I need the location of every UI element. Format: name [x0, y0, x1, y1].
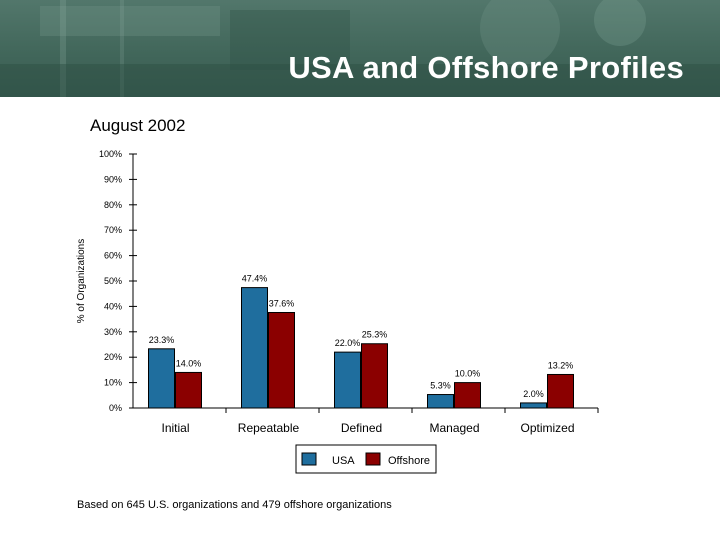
- bar-usa-repeatable: [241, 287, 268, 409]
- x-tick-label: Defined: [341, 421, 382, 435]
- y-tick-label: 0%: [109, 403, 122, 413]
- y-tick-label: 80%: [104, 200, 122, 210]
- x-tick-label: Repeatable: [238, 421, 300, 435]
- bar-offshore-initial: [175, 371, 202, 409]
- data-label: 5.3%: [430, 381, 451, 391]
- y-tick-label: 60%: [104, 251, 122, 261]
- chart-subtitle: August 2002: [90, 116, 186, 135]
- bar-usa-managed: [427, 394, 454, 409]
- legend-label-usa: USA: [332, 455, 355, 467]
- data-label: 13.2%: [548, 360, 574, 370]
- data-label: 22.0%: [335, 338, 361, 348]
- data-label: 2.0%: [523, 389, 544, 399]
- y-tick-label: 70%: [104, 225, 122, 235]
- legend-swatch-usa: [301, 452, 317, 466]
- chart-legend: USA Offshore: [295, 444, 437, 474]
- data-label: 25.3%: [362, 330, 388, 340]
- data-label: 23.3%: [149, 335, 175, 345]
- slide-title: USA and Offshore Profiles: [288, 50, 684, 85]
- x-tick-label: Initial: [161, 421, 189, 435]
- data-label: 47.4%: [242, 274, 268, 284]
- bar-offshore-optimized: [547, 373, 574, 409]
- x-tick-label: Managed: [429, 421, 479, 435]
- bar-offshore-defined: [361, 343, 388, 409]
- data-label: 10.0%: [455, 369, 481, 379]
- y-tick-label: 20%: [104, 352, 122, 362]
- y-tick-label: 90%: [104, 174, 122, 184]
- bar-usa-optimized: [520, 402, 547, 409]
- chart-bars: [148, 287, 574, 409]
- y-tick-label: 100%: [99, 149, 122, 159]
- title-banner: USA and Offshore Profiles: [0, 0, 720, 97]
- legend-label-offshore: Offshore: [388, 455, 430, 467]
- bar-chart: 0% 10% 20% 30% 40% 50% 60% 70% 80% 90% 100% % of Or…: [76, 149, 599, 474]
- y-tick-label: 50%: [104, 276, 122, 286]
- x-tick-label: Optimized: [520, 421, 574, 435]
- chart-labels: Initial 23.3% 14.0% Repeatable 47.4% 37.6% Def…: [149, 274, 575, 435]
- bar-offshore-managed: [454, 382, 481, 409]
- y-axis-title: % of Organizations: [76, 239, 87, 324]
- y-tick-label: 40%: [104, 301, 122, 311]
- banner-photo-decoration: [0, 0, 720, 97]
- bar-usa-defined: [334, 351, 361, 409]
- data-label: 14.0%: [176, 358, 202, 368]
- bar-usa-initial: [148, 348, 175, 409]
- footnote: Based on 645 U.S. organizations and 479 …: [77, 499, 392, 511]
- y-tick-label: 10%: [104, 378, 122, 388]
- chart-axes: 0% 10% 20% 30% 40% 50% 60% 70% 80% 90% 100% % of Or…: [76, 149, 599, 413]
- data-label: 37.6%: [269, 298, 295, 308]
- legend-swatch-offshore: [365, 452, 381, 466]
- bar-offshore-repeatable: [268, 311, 295, 409]
- y-tick-label: 30%: [104, 327, 122, 337]
